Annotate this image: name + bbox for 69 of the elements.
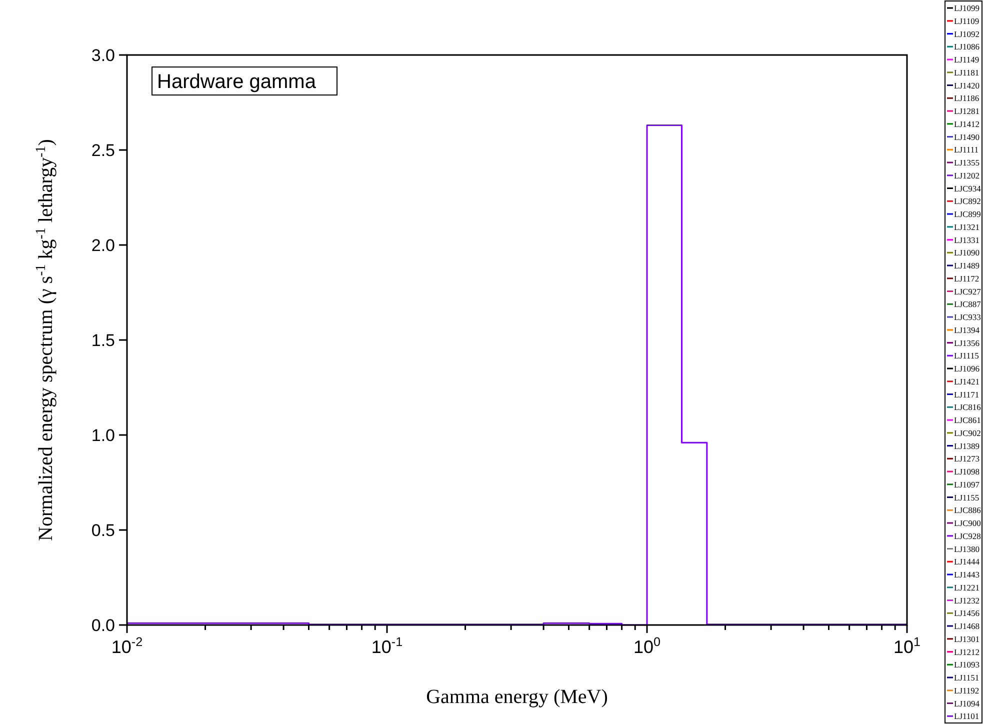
legend-label: LJ1212	[954, 646, 980, 657]
legend-label: LJ1099	[954, 3, 980, 13]
legend-label: LJ1171	[954, 389, 980, 400]
legend-label: LJC927	[954, 286, 981, 296]
legend-label: LJ1181	[954, 67, 980, 78]
legend-label: LJ1092	[954, 28, 980, 39]
legend-label: LJ1111	[954, 144, 979, 155]
legend-label: LJ1151	[954, 672, 980, 682]
legend-label: LJ1097	[954, 479, 980, 490]
legend-label: LJ1301	[954, 634, 980, 644]
y-tick-label: 1.0	[91, 426, 115, 445]
legend-label: LJC902	[954, 428, 981, 438]
y-tick-label: 1.5	[91, 331, 115, 350]
legend-label: LJ1421	[954, 376, 980, 386]
legend-label: LJ1232	[954, 595, 980, 606]
legend-label: LJ1281	[954, 106, 980, 116]
y-tick-label: 2.0	[91, 236, 115, 255]
x-tick-label: 10$^{-2}$	[111, 635, 143, 657]
legend-label: LJ1456	[954, 608, 980, 618]
legend-label: LJ1321	[954, 222, 980, 232]
legend-label: LJ1389	[954, 440, 980, 451]
legend-label: LJ1149	[954, 54, 980, 64]
legend-label: LJC886	[954, 505, 981, 516]
legend-label: LJ1468	[954, 621, 980, 631]
legend-label: LJ1443	[954, 570, 980, 580]
legend-label: LJ1109	[954, 16, 980, 26]
legend-label: LJ1172	[954, 273, 980, 284]
legend-label: LJC899	[954, 209, 981, 219]
legend-label: LJ1331	[954, 234, 980, 245]
legend-label: LJ1420	[954, 80, 980, 90]
x-tick-label: 10$^{0}$	[633, 635, 661, 657]
legend-label: LJ1221	[954, 582, 980, 592]
y-tick-label: 2.5	[91, 141, 115, 160]
legend-label: LJ1186	[954, 93, 980, 104]
legend-label: LJ1086	[954, 42, 980, 52]
legend-label: LJ1094	[954, 698, 980, 708]
legend-label: LJ1394	[954, 324, 980, 335]
legend-label: LJ1380	[954, 544, 980, 554]
legend-label: LJC928	[954, 530, 981, 541]
legend-label: LJ1192	[954, 685, 980, 696]
legend-label: LJ1115	[954, 350, 979, 361]
x-tick-label: 10$^{-1}$	[371, 635, 403, 657]
legend-label: LJC816	[954, 402, 981, 412]
annotation: Hardware gamma	[157, 71, 317, 93]
legend-label: LJ1273	[954, 454, 980, 464]
legend-label: LJ1490	[954, 132, 980, 142]
legend-label: LJC887	[954, 299, 981, 310]
y-tick-label: 0.0	[91, 616, 115, 635]
x-axis-title: Gamma energy (MeV)	[426, 686, 608, 708]
legend-label: LJ1444	[954, 556, 980, 567]
legend-label: LJC900	[954, 518, 981, 528]
legend-label: LJ1412	[954, 118, 980, 129]
legend-label: LJC861	[954, 415, 981, 425]
legend-label: LJ1101	[954, 711, 980, 722]
legend-label: LJC934	[954, 183, 982, 194]
y-tick-label: 3.0	[91, 46, 115, 65]
legend-label: LJ1355	[954, 158, 980, 168]
legend-label: LJ1155	[954, 492, 980, 502]
y-tick-label: 0.5	[91, 521, 115, 540]
legend-label: LJ1090	[954, 248, 980, 258]
legend-label: LJC892	[954, 196, 981, 206]
legend-label: LJC933	[954, 312, 981, 322]
legend-label: LJ1096	[954, 364, 980, 374]
x-tick-label: 10$^{1}$	[893, 635, 921, 657]
legend-label: LJ1093	[954, 660, 980, 670]
legend-label: LJ1098	[954, 466, 980, 476]
legend-label: LJ1202	[954, 170, 980, 180]
legend-label: LJ1356	[954, 338, 980, 348]
legend-label: LJ1489	[954, 260, 980, 270]
